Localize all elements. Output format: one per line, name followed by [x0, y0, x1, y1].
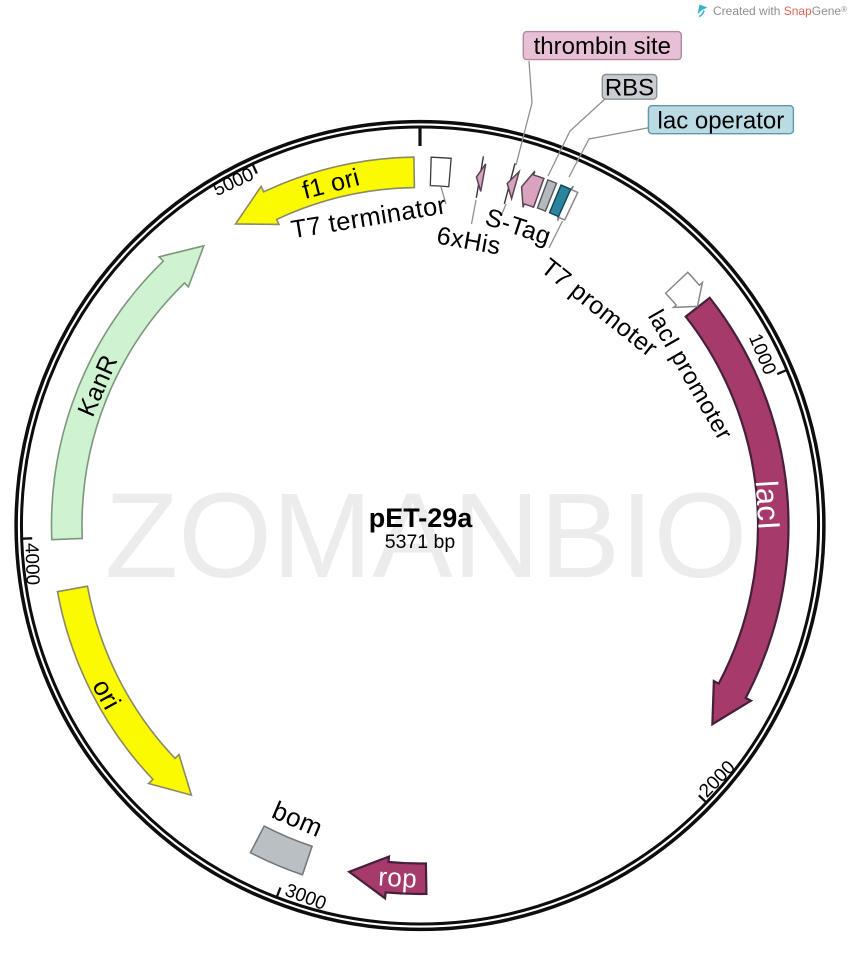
svg-text:RBS: RBS [605, 75, 654, 102]
svg-text:Created with SnapGene®: Created with SnapGene® [713, 4, 847, 18]
svg-text:rop: rop [377, 861, 418, 893]
svg-text:lacI: lacI [749, 479, 787, 531]
svg-text:pET-29a: pET-29a [369, 503, 474, 533]
svg-text:lac operator: lac operator [658, 107, 785, 134]
svg-text:thrombin site: thrombin site [534, 33, 671, 60]
svg-text:5371 bp: 5371 bp [385, 531, 456, 553]
svg-text:ZOMANBIO: ZOMANBIO [105, 468, 748, 603]
svg-text:4000: 4000 [20, 543, 42, 586]
